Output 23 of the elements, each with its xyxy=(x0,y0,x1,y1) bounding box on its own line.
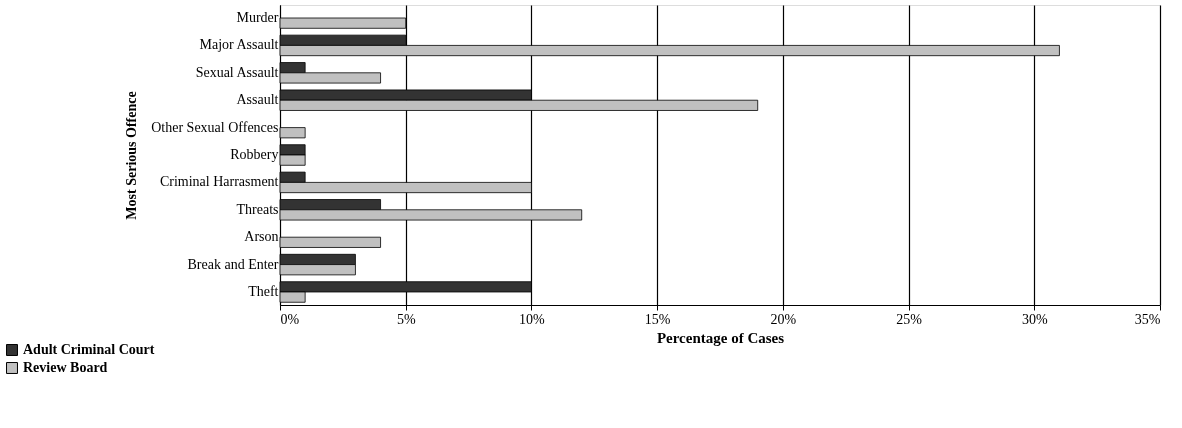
x-axis-title: Percentage of Cases xyxy=(656,329,785,346)
x-tick-label: 15% xyxy=(644,311,671,327)
y-tick-label: Threats xyxy=(236,201,279,217)
legend-label: Adult Criminal Court xyxy=(23,342,155,357)
y-tick-label: Arson xyxy=(244,229,279,245)
y-axis-title: Most Serious Offence xyxy=(124,91,140,220)
x-tick-label: 20% xyxy=(770,311,797,327)
x-tick-label: 35% xyxy=(1134,311,1161,327)
x-tick-label: 0% xyxy=(280,311,300,327)
y-tick-label: Major Assault xyxy=(199,37,279,53)
x-tick-label: 25% xyxy=(896,311,923,327)
y-tick-label: Criminal Harrasment xyxy=(159,174,279,190)
y-tick-label: Other Sexual Offences xyxy=(151,119,279,135)
y-tick-label: Theft xyxy=(248,283,279,299)
y-tick-label: Murder xyxy=(236,10,279,26)
x-tick-label: 30% xyxy=(1021,311,1048,327)
y-tick-label: Assault xyxy=(236,92,279,108)
legend-label: Review Board xyxy=(23,360,108,375)
y-tick-label: Break and Enter xyxy=(187,256,279,272)
x-tick-label: 5% xyxy=(396,311,416,327)
y-tick-label: Robbery xyxy=(230,147,279,162)
y-tick-label: Sexual Assault xyxy=(195,64,279,80)
x-tick-label: 10% xyxy=(519,311,546,327)
